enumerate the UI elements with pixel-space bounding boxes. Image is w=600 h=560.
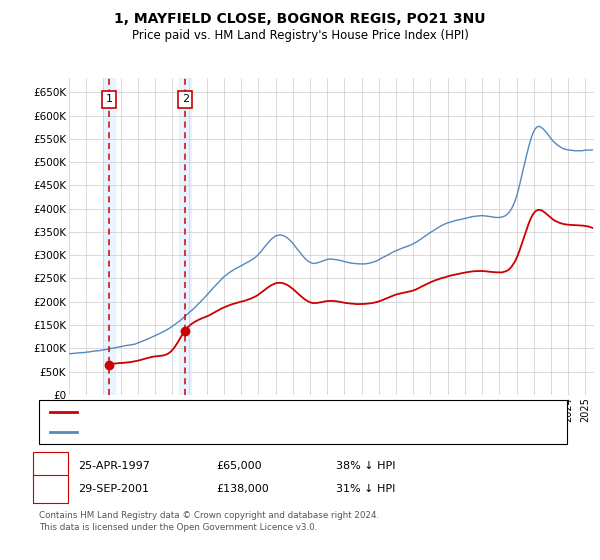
Text: 38% ↓ HPI: 38% ↓ HPI (336, 461, 395, 471)
Text: 2: 2 (47, 484, 54, 494)
Bar (179, 78, 191, 395)
Text: 1, MAYFIELD CLOSE, BOGNOR REGIS, PO21 3NU: 1, MAYFIELD CLOSE, BOGNOR REGIS, PO21 3N… (114, 12, 486, 26)
Text: 1: 1 (47, 461, 54, 471)
Text: Price paid vs. HM Land Registry's House Price Index (HPI): Price paid vs. HM Land Registry's House … (131, 29, 469, 42)
Text: 31% ↓ HPI: 31% ↓ HPI (336, 484, 395, 494)
Text: 29-SEP-2001: 29-SEP-2001 (78, 484, 149, 494)
Text: £65,000: £65,000 (216, 461, 262, 471)
Text: 25-APR-1997: 25-APR-1997 (78, 461, 150, 471)
Text: 2: 2 (182, 94, 189, 104)
Text: 1: 1 (106, 94, 112, 104)
Bar (103, 78, 115, 395)
Text: 1, MAYFIELD CLOSE, BOGNOR REGIS, PO21 3NU (detached house): 1, MAYFIELD CLOSE, BOGNOR REGIS, PO21 3N… (82, 408, 410, 417)
Text: £138,000: £138,000 (216, 484, 269, 494)
Text: Contains HM Land Registry data © Crown copyright and database right 2024.
This d: Contains HM Land Registry data © Crown c… (39, 511, 379, 531)
Text: HPI: Average price, detached house, Arun: HPI: Average price, detached house, Arun (82, 427, 290, 437)
